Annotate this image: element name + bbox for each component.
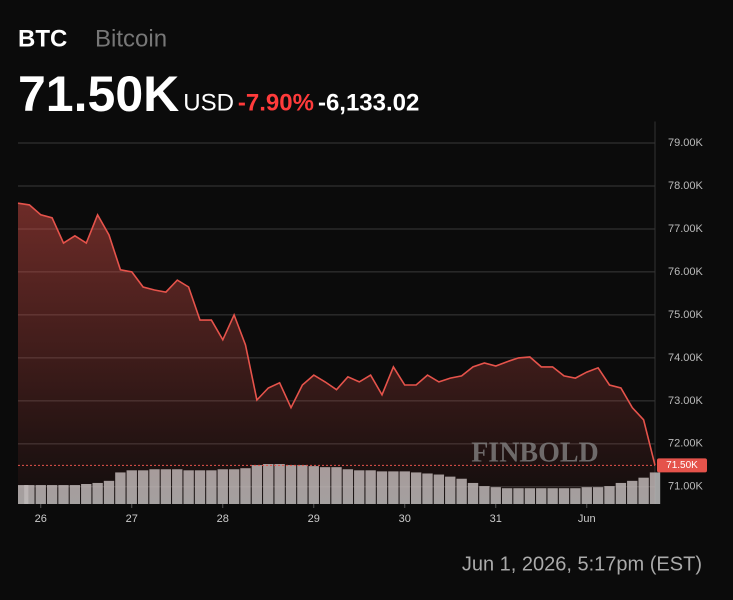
current-tag <box>657 458 707 473</box>
x-tick-label: 28 <box>217 513 229 525</box>
y-tick-label: 72.00K <box>668 438 704 450</box>
change-percent: -7.90% <box>238 89 314 116</box>
x-tick-label: 26 <box>35 513 47 525</box>
x-tick-label: 29 <box>308 513 320 525</box>
y-tick-label: 75.00K <box>668 309 704 321</box>
area <box>18 203 655 504</box>
x-tick-label: 27 <box>126 513 138 525</box>
x-tick-label: 31 <box>490 513 502 525</box>
change: -6,133.02 <box>318 89 419 116</box>
y-tick-label: 71.00K <box>668 481 704 493</box>
current-label: 71.50K <box>666 460 698 471</box>
plot: 71.00K 72.00K 73.00K 74.00K 75.00K 76.00K 77.0… <box>17 121 707 525</box>
price: 71.50K <box>18 66 179 122</box>
currency: USD <box>183 89 234 116</box>
y-tick-label: 77.00K <box>668 223 704 235</box>
watermark: FINBOLD <box>471 437 599 468</box>
y-tick-label: 74.00K <box>668 352 704 364</box>
x-tick-label: Jun <box>578 513 596 525</box>
x-tick-label: 30 <box>399 513 411 525</box>
y-tick-label: 78.00K <box>668 180 704 192</box>
y-tick-label: 73.00K <box>668 395 704 407</box>
timestamp: Jun 1, 2026, 5:17pm (EST) <box>462 553 702 575</box>
symbol: BTC <box>18 25 67 52</box>
asset-name: Bitcoin <box>95 25 167 52</box>
price-line <box>17 202 656 466</box>
y-tick-label: 76.00K <box>668 266 704 278</box>
y-tick-label: 79.00K <box>668 137 704 149</box>
